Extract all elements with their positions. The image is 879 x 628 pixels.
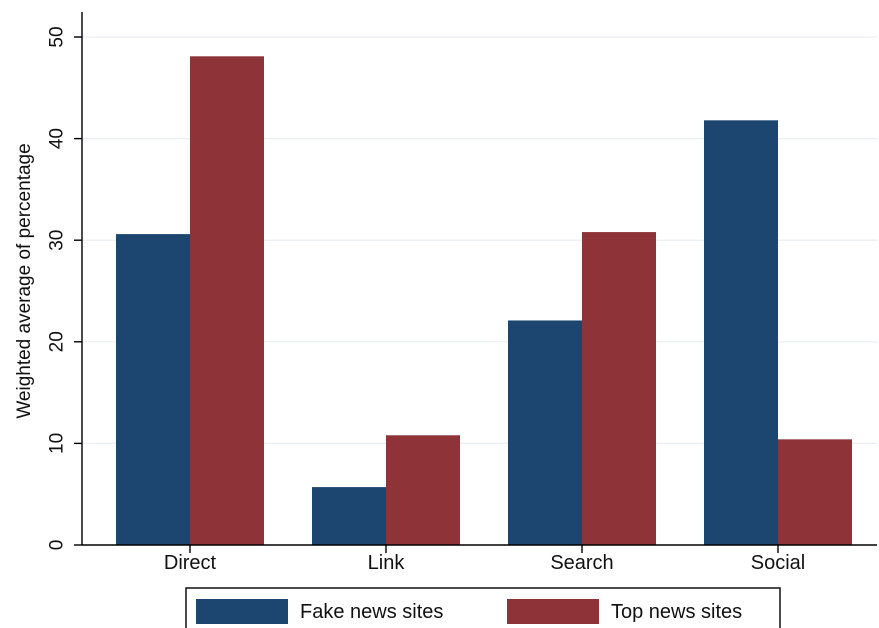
axes [81,12,877,546]
bar-social-fake [704,120,778,545]
bars [116,56,852,545]
y-tick-label: 20 [47,331,68,352]
bar-link-top [386,435,460,545]
bar-direct-top [190,56,264,545]
y-axis-title: Weighted average of percentage [14,143,35,418]
legend-swatch-top [507,599,599,624]
x-tick-label-search: Search [550,552,613,574]
bar-link-fake [312,487,386,545]
y-tick-label: 30 [47,230,68,251]
x-tick-label-social: Social [751,552,805,574]
legend-label-top: Top news sites [611,601,742,623]
y-tick-label: 40 [47,128,68,149]
y-tick-label: 10 [47,433,68,454]
bar-search-fake [508,320,582,545]
bar-direct-fake [116,234,190,545]
x-ticks: Direct Link Search Social [164,545,805,574]
y-tick-label: 0 [47,540,68,551]
y-ticks: 0 10 20 30 40 50 [47,26,82,550]
x-tick-label-link: Link [368,552,406,574]
x-tick-label-direct: Direct [164,552,217,574]
legend-label-fake: Fake news sites [300,601,443,623]
bar-social-top [778,439,852,545]
y-tick-label: 50 [47,26,68,47]
legend: Fake news sites Top news sites [185,587,781,628]
bar-search-top [582,232,656,545]
legend-swatch-fake [196,599,288,624]
